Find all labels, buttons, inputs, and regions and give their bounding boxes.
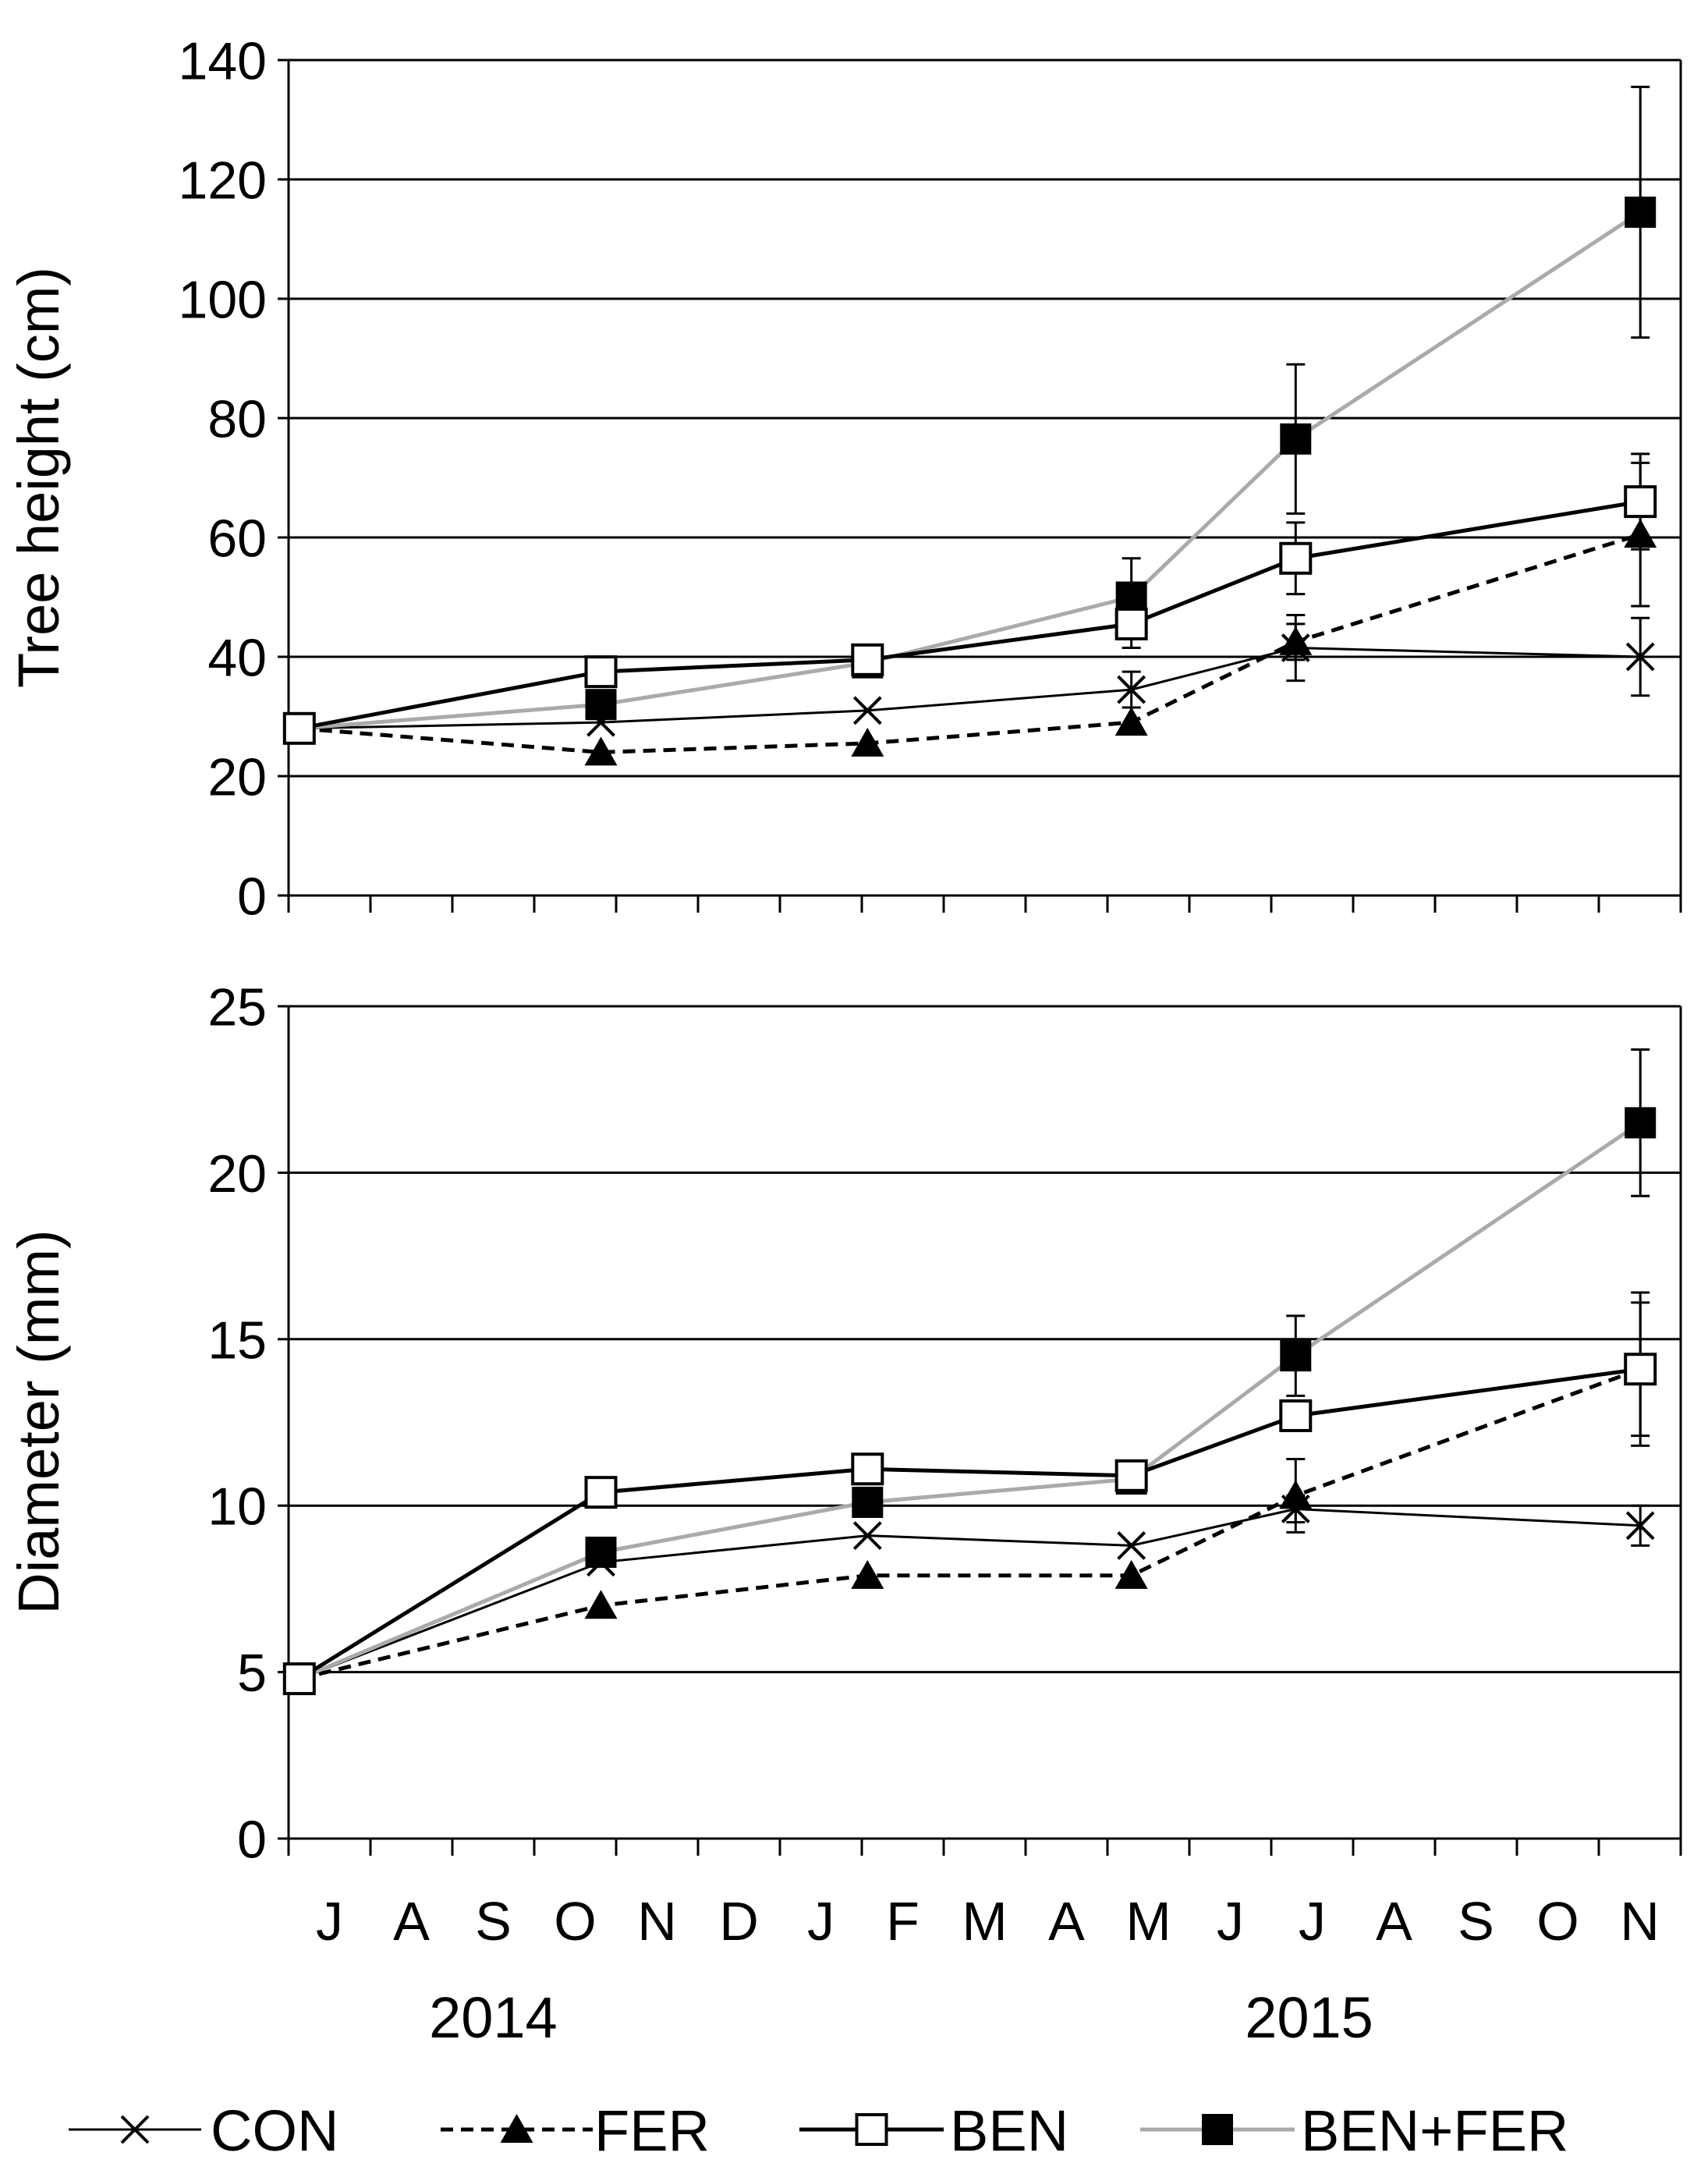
legend-swatch-marker [855, 2113, 888, 2146]
series-line-ben-fer [298, 1121, 1642, 1681]
data-point-ben-fer [1625, 197, 1657, 229]
legend-item-ben: BEN [799, 2098, 1068, 2163]
month-label: A [393, 1891, 430, 1952]
data-point-fer [1114, 1559, 1148, 1589]
month-label: J [1299, 1891, 1326, 1952]
legend-label: FER [594, 2098, 710, 2163]
legend-swatch-marker [120, 2115, 150, 2144]
y-tick-label: 10 [207, 1477, 267, 1537]
month-label: J [316, 1891, 343, 1952]
year-label: 2015 [1245, 1985, 1373, 2050]
data-point-ben [584, 655, 618, 689]
year-label: 2014 [429, 1985, 558, 2050]
legend-swatch-marker [500, 2114, 533, 2143]
month-label: O [554, 1891, 596, 1952]
month-label: D [719, 1891, 759, 1952]
data-point-con [852, 696, 882, 725]
data-point-con [1117, 675, 1146, 704]
legend-label: BEN+FER [1301, 2098, 1568, 2163]
data-point-ben [1279, 541, 1313, 575]
y-tick-label: 80 [207, 389, 267, 449]
legend-label: BEN [950, 2098, 1068, 2163]
legend-item-con: CON [69, 2098, 338, 2163]
data-point-fer [1279, 1480, 1313, 1509]
month-label: F [886, 1891, 920, 1952]
month-label: N [637, 1891, 677, 1952]
data-point-ben [1114, 1459, 1148, 1492]
diameter-panel: 0 5 10 15 20 25 Diameter (mm) [6, 977, 1682, 1869]
data-point-con [1625, 1511, 1655, 1541]
legend: CON FER BEN BEN+FER [69, 2098, 1568, 2163]
data-point-fer [584, 1590, 618, 1619]
month-label: S [1458, 1891, 1494, 1952]
data-point-con [1625, 642, 1655, 672]
data-point-ben-fer [1625, 1107, 1657, 1139]
data-point-ben [584, 1476, 618, 1509]
y-tick-label: 0 [237, 867, 267, 926]
month-label: A [1048, 1891, 1085, 1952]
data-point-fer [1279, 626, 1313, 655]
data-point-ben-fer [585, 1536, 617, 1568]
series-line-ben [298, 1367, 1641, 1681]
data-point-ben [1114, 607, 1148, 640]
y-tick-label: 25 [207, 977, 267, 1037]
month-label: M [962, 1891, 1007, 1952]
legend-swatch-marker [1202, 2114, 1233, 2145]
legend-item-ben-fer: BEN+FER [1140, 2098, 1568, 2163]
data-point-ben [282, 711, 316, 745]
y-tick-label: 15 [207, 1310, 267, 1370]
data-point-fer [851, 1559, 884, 1589]
month-label: S [475, 1891, 512, 1952]
data-point-ben [282, 1662, 316, 1696]
series-line-con [299, 646, 1641, 730]
data-point-ben-fer [1115, 581, 1147, 613]
series-line-con [299, 1507, 1641, 1680]
legend-label: CON [211, 2098, 338, 2163]
data-point-ben-fer [1280, 1340, 1312, 1372]
series-line-ben-fer [299, 211, 1642, 731]
data-point-fer [1624, 519, 1657, 548]
data-point-ben [851, 1452, 884, 1486]
data-point-ben [1624, 1353, 1657, 1386]
y-tick-label: 20 [207, 1144, 267, 1204]
data-point-con [1117, 1531, 1146, 1560]
y-axis-label: Diameter (mm) [6, 1229, 71, 1614]
data-point-con [852, 1521, 882, 1551]
data-point-fer [584, 736, 618, 766]
y-tick-label: 120 [179, 151, 267, 210]
y-tick-label: 140 [179, 31, 267, 90]
data-point-ben-fer [852, 1486, 884, 1518]
data-point-fer [851, 727, 884, 757]
series-line-fer [299, 1367, 1642, 1681]
series-line-ben [299, 499, 1641, 731]
y-tick-label: 20 [207, 747, 267, 807]
y-tick-label: 40 [207, 628, 267, 687]
month-label: O [1536, 1891, 1579, 1952]
data-point-fer [1114, 707, 1148, 736]
month-label: J [807, 1891, 835, 1952]
month-label: M [1125, 1891, 1171, 1952]
data-point-ben [1624, 485, 1657, 519]
month-label: N [1620, 1891, 1660, 1952]
series-line-fer [299, 532, 1641, 754]
data-point-ben [1279, 1399, 1313, 1432]
data-point-ben-fer [1280, 423, 1312, 455]
month-label: A [1376, 1891, 1412, 1952]
legend-item-fer: FER [441, 2098, 710, 2163]
month-label: J [1217, 1891, 1244, 1952]
y-tick-label: 100 [179, 270, 267, 329]
tree-height-panel: 0 20 40 60 80 100 120 140 Tree height (cm) [6, 31, 1682, 926]
data-point-ben [851, 643, 884, 676]
y-tick-label: 5 [237, 1644, 267, 1703]
y-tick-label: 0 [237, 1810, 267, 1869]
y-tick-label: 60 [207, 509, 267, 568]
y-axis-label: Tree height (cm) [6, 267, 71, 688]
data-point-ben-fer [585, 689, 617, 721]
